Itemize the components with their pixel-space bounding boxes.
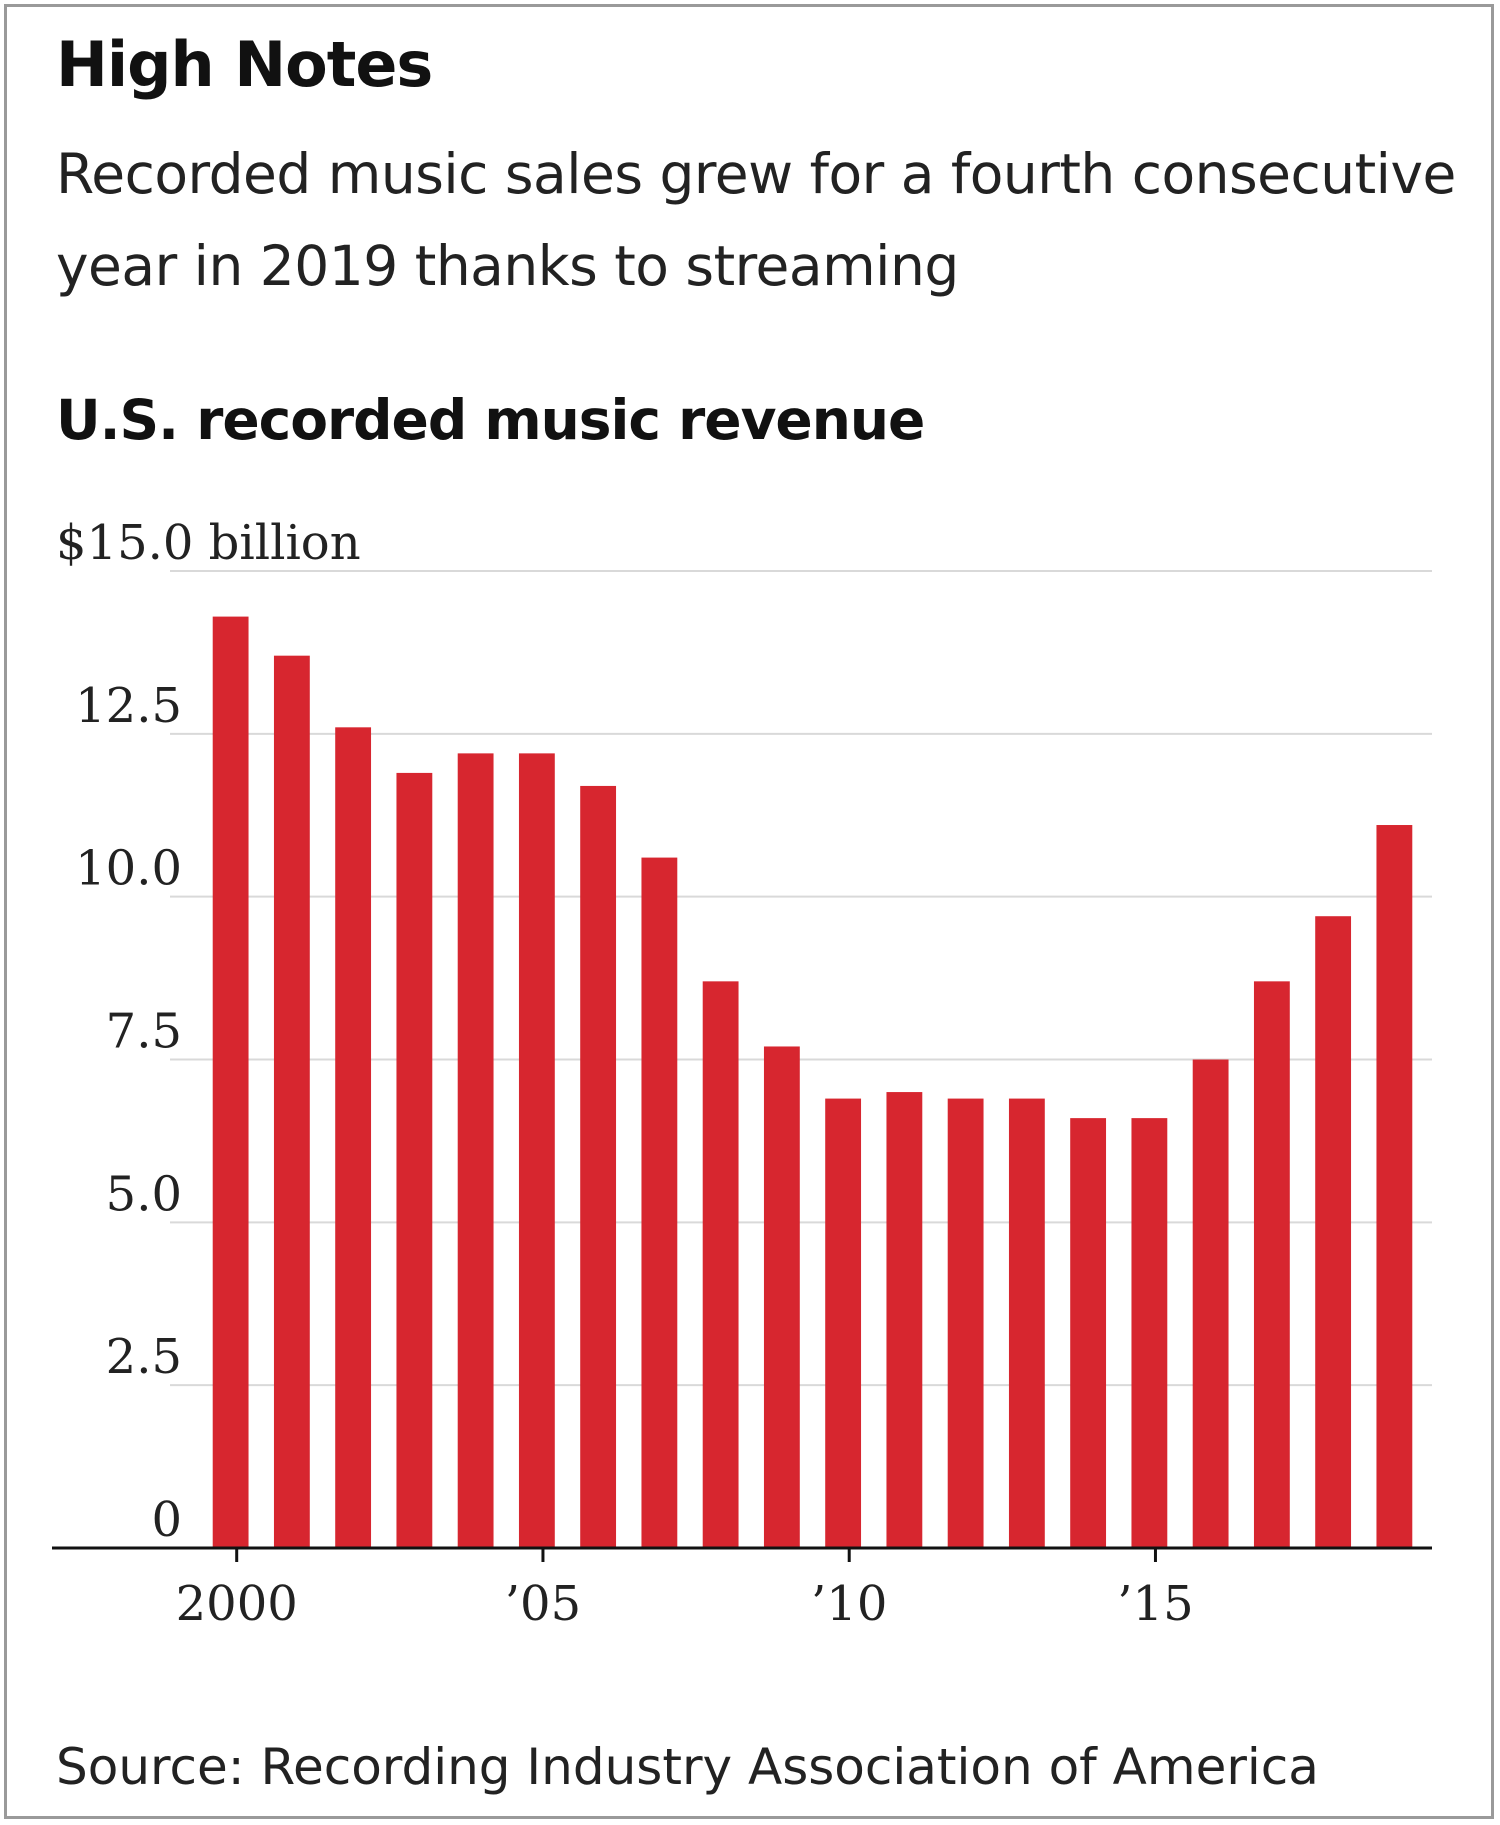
bar [1192,1059,1229,1548]
bar [763,1046,800,1548]
bar [335,727,372,1548]
y-tick-label: 0 [151,1492,182,1548]
y-tick-label: 2.5 [106,1329,182,1385]
bar [702,981,739,1548]
y-tick-label: 7.5 [106,1004,182,1060]
bar [1070,1118,1107,1548]
bar [212,616,249,1548]
y-tick-label: 12.5 [75,678,182,734]
bar [1253,981,1290,1548]
bar [1008,1098,1045,1548]
bar [1315,916,1352,1548]
y-tick-label: 5.0 [106,1166,182,1222]
source-note: Source: Recording Industry Association o… [56,1738,1319,1796]
bar [396,772,433,1548]
x-tick-label: 2000 [176,1576,298,1632]
y-tick-label: 10.0 [75,841,182,897]
subheadline: Recorded music sales grew for a fourth c… [56,142,1456,298]
x-tick-label: ’05 [505,1576,581,1632]
bar [518,753,555,1548]
bar [641,857,678,1548]
x-tick-label: ’15 [1117,1576,1193,1632]
chart-frame [4,4,1494,1819]
x-tick-label: ’10 [811,1576,887,1632]
bar [825,1098,862,1548]
bar [273,655,310,1548]
bar [1131,1118,1168,1548]
bar [1376,825,1413,1548]
bar-chart: 0 2.5 5.0 7.5 10.0 12.5 $15.0 billion 2000 ’05 ’1… [52,515,1432,1632]
y-axis-unit-label: $15.0 billion [56,515,361,571]
bar [947,1098,984,1548]
bar [457,753,494,1548]
bar [886,1092,923,1548]
bar [580,785,617,1548]
headline: High Notes [56,28,433,101]
chart-title: U.S. recorded music revenue [56,388,925,452]
